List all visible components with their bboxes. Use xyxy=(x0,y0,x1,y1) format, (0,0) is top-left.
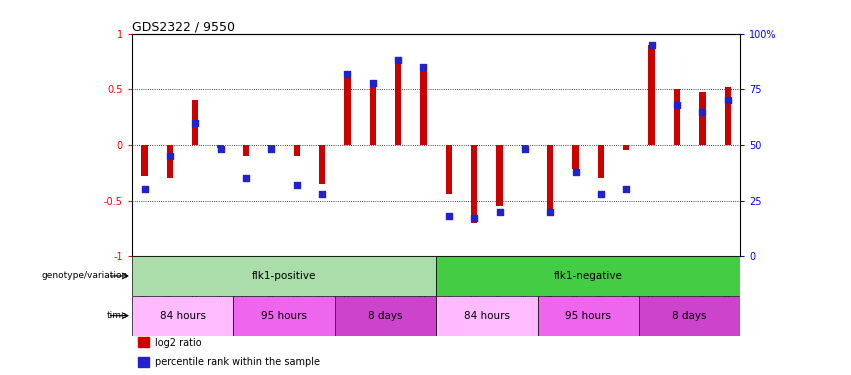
Point xyxy=(467,215,481,221)
Bar xyxy=(437,256,740,296)
Text: 84 hours: 84 hours xyxy=(160,310,206,321)
Bar xyxy=(167,145,173,178)
Text: GDS2322 / 9550: GDS2322 / 9550 xyxy=(132,21,235,34)
Point xyxy=(417,64,431,70)
Bar xyxy=(138,357,149,367)
Bar xyxy=(192,100,198,145)
Bar xyxy=(674,89,680,145)
Text: 84 hours: 84 hours xyxy=(464,310,510,321)
Point xyxy=(594,191,608,197)
Point xyxy=(493,209,506,214)
Text: 95 hours: 95 hours xyxy=(565,310,611,321)
Bar xyxy=(446,145,452,194)
Bar xyxy=(648,45,654,145)
Text: genotype/variation: genotype/variation xyxy=(42,272,128,280)
Point xyxy=(239,175,253,181)
Point xyxy=(568,169,582,175)
Bar xyxy=(369,87,376,145)
Bar xyxy=(141,145,148,176)
Point xyxy=(620,186,633,192)
Point xyxy=(645,42,659,48)
Point xyxy=(518,146,532,152)
Point xyxy=(138,186,151,192)
Bar xyxy=(437,296,538,336)
Bar xyxy=(496,145,503,206)
Bar xyxy=(700,92,705,145)
Point xyxy=(163,153,177,159)
Bar xyxy=(218,145,224,148)
Text: 8 days: 8 days xyxy=(672,310,707,321)
Text: flk1-negative: flk1-negative xyxy=(554,271,623,281)
Bar xyxy=(233,296,334,336)
Bar xyxy=(243,145,249,156)
Bar xyxy=(345,76,351,145)
Point xyxy=(671,102,684,108)
Text: log2 ratio: log2 ratio xyxy=(155,338,202,348)
Point xyxy=(721,98,734,104)
Text: 8 days: 8 days xyxy=(368,310,403,321)
Text: 95 hours: 95 hours xyxy=(261,310,307,321)
Text: flk1-positive: flk1-positive xyxy=(252,271,317,281)
Bar xyxy=(471,145,477,223)
Point xyxy=(340,71,354,77)
Point xyxy=(695,109,709,115)
Bar xyxy=(547,145,553,214)
Text: time: time xyxy=(107,311,128,320)
Bar xyxy=(573,145,579,170)
Point xyxy=(391,57,405,63)
Point xyxy=(265,146,278,152)
Point xyxy=(544,209,557,214)
Bar xyxy=(522,145,528,149)
Bar xyxy=(268,145,275,150)
Bar xyxy=(132,296,233,336)
Point xyxy=(214,146,227,152)
Bar xyxy=(294,145,300,156)
Bar xyxy=(334,296,437,336)
Bar xyxy=(597,145,604,178)
Bar xyxy=(395,58,402,145)
Point xyxy=(442,213,455,219)
Point xyxy=(188,120,202,126)
Point xyxy=(290,182,304,188)
Bar xyxy=(538,296,639,336)
Bar xyxy=(623,145,630,150)
Bar xyxy=(319,145,325,184)
Text: percentile rank within the sample: percentile rank within the sample xyxy=(155,357,320,368)
Bar xyxy=(724,87,731,145)
Point xyxy=(366,80,380,86)
Bar xyxy=(639,296,740,336)
Point xyxy=(315,191,328,197)
Bar xyxy=(138,337,149,347)
Bar xyxy=(420,69,426,145)
Bar xyxy=(132,256,436,296)
